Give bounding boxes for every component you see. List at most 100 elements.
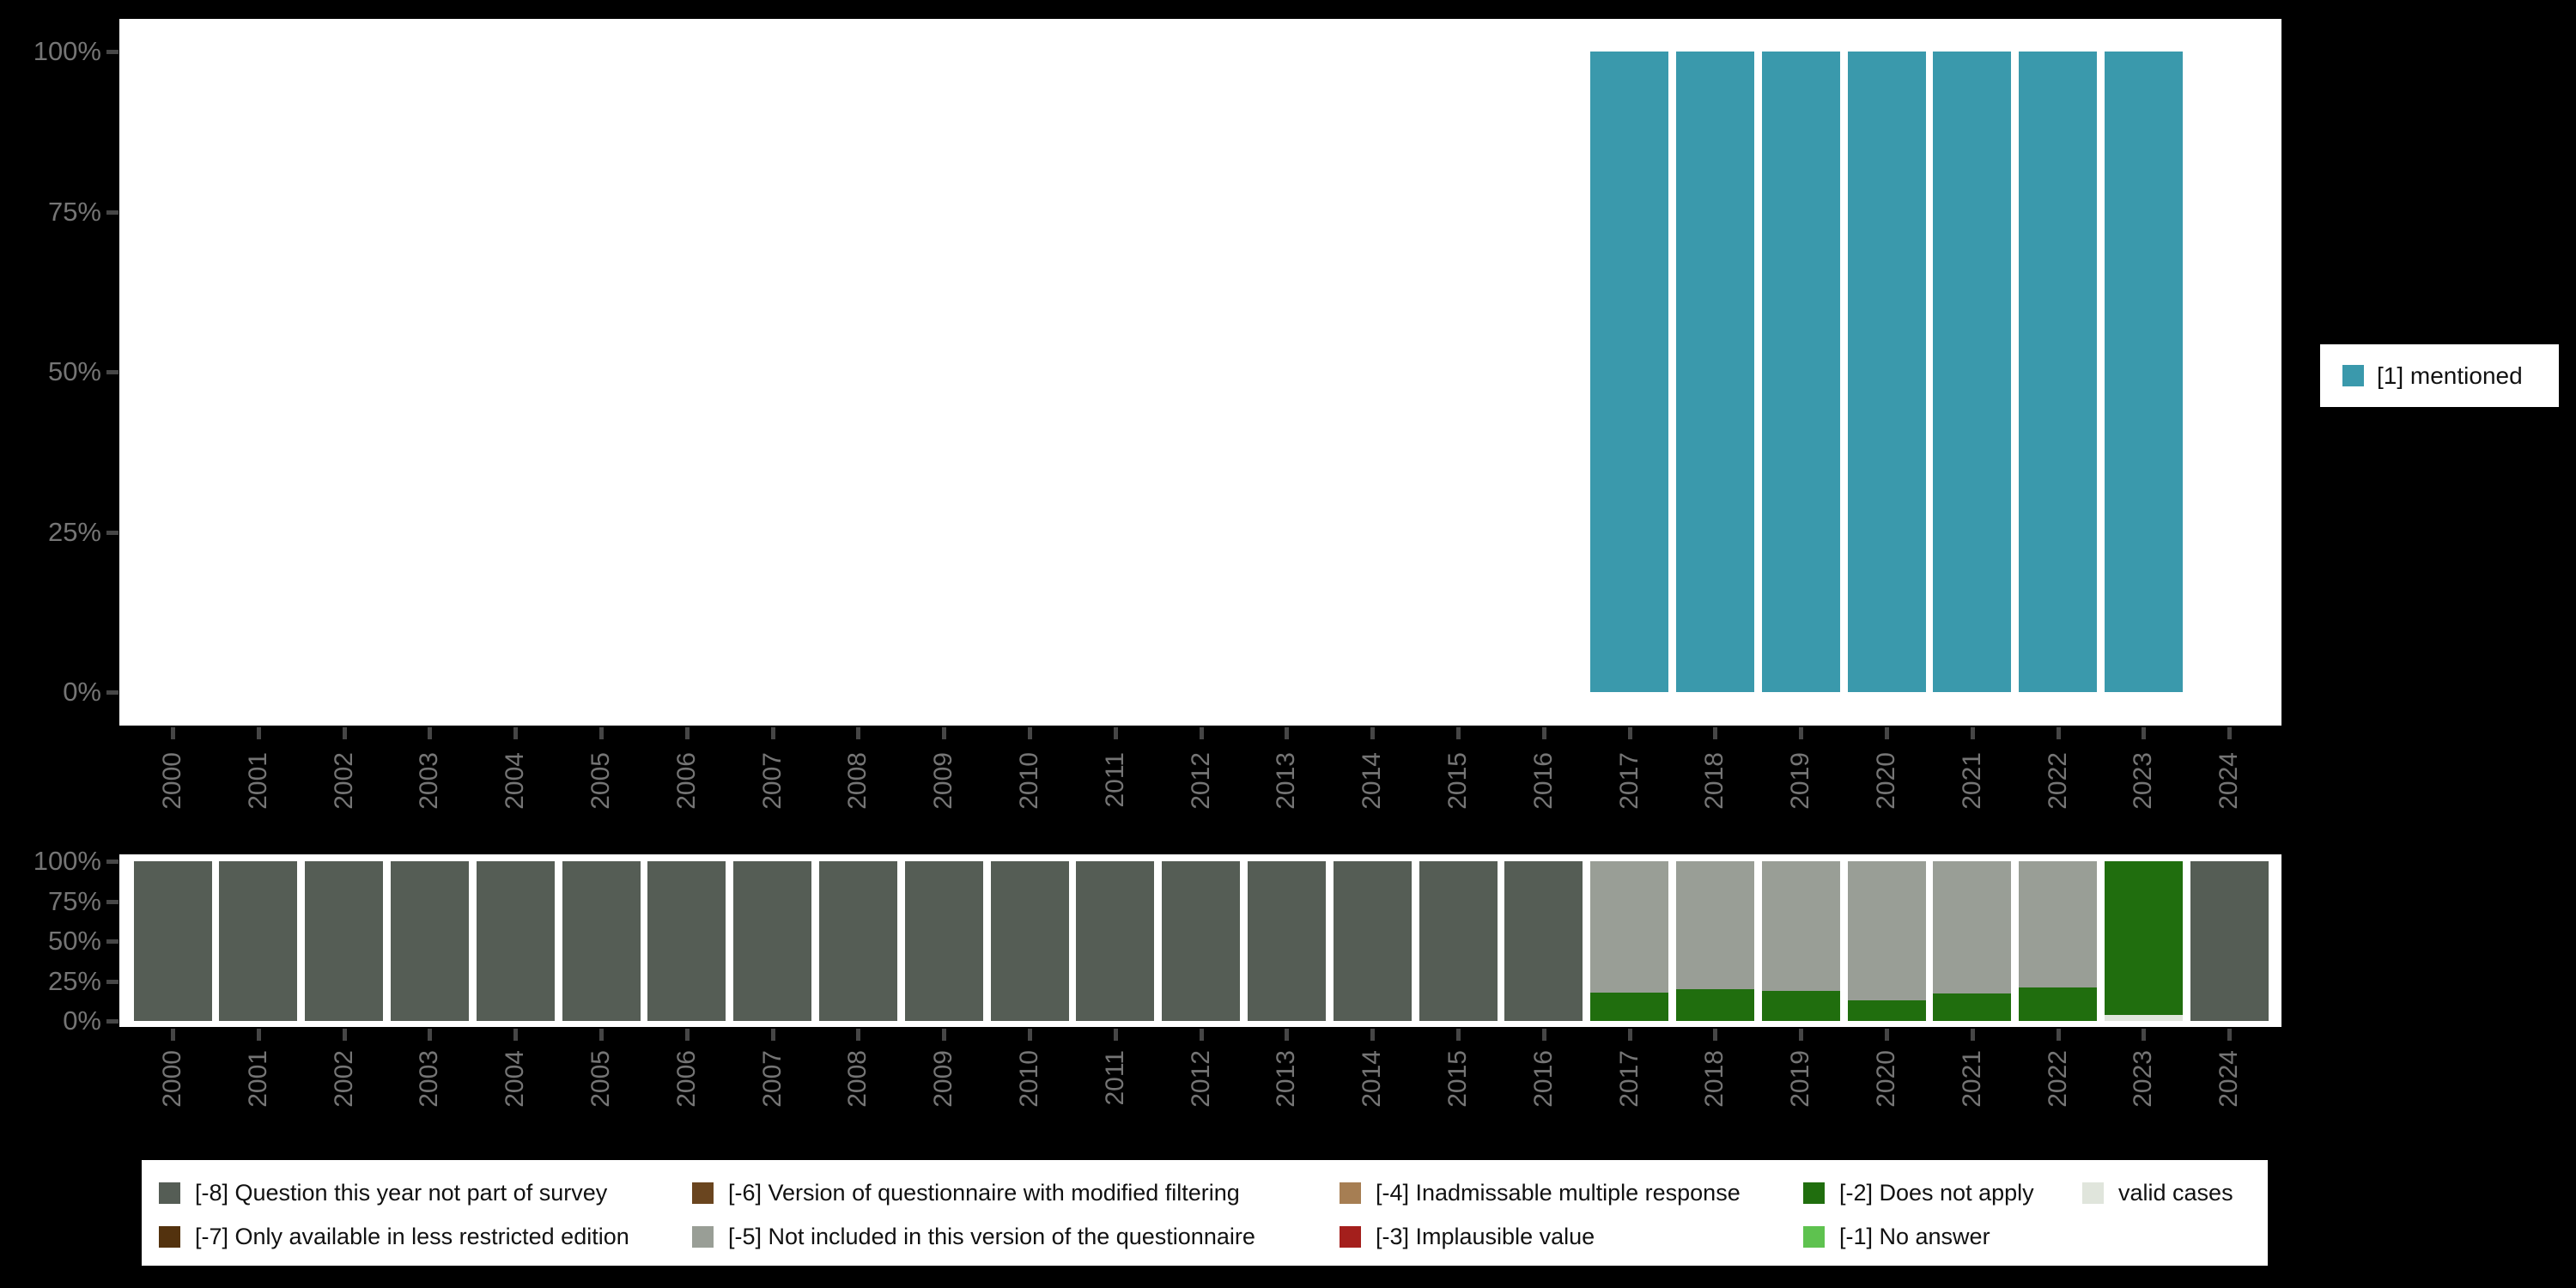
x-tick-label: 2007 (757, 752, 787, 810)
legend-swatch-icon--7 (159, 1226, 180, 1248)
x-tick-label: 2021 (1957, 752, 1986, 810)
x-tick (1199, 727, 1204, 739)
bar-2017 (1590, 52, 1669, 692)
x-tick (2142, 1029, 2147, 1041)
y-tick-label: 100% (33, 36, 101, 66)
segment-2019--5 (1761, 861, 1840, 991)
mentioned-legend-swatch-icon (2342, 365, 2364, 386)
legend-label--1: [-1] No answer (1839, 1224, 1990, 1249)
x-tick-label: 2024 (2215, 1050, 2244, 1108)
x-tick-label: 2017 (1614, 1050, 1643, 1108)
x-tick-label: 2005 (586, 1050, 615, 1108)
x-tick (856, 1029, 861, 1041)
segment-2009--8 (904, 861, 983, 1021)
x-tick-label: 2003 (415, 1050, 444, 1108)
x-tick (428, 1029, 433, 1041)
segment-2013--8 (1247, 861, 1326, 1021)
y-tick (106, 979, 118, 984)
legend-swatch-icon--2 (1803, 1182, 1825, 1204)
x-tick-label: 2009 (929, 752, 958, 810)
legend-swatch-icon-valid (2082, 1182, 2104, 1204)
right-legend-label: [1] mentioned (2377, 362, 2523, 389)
x-tick-label: 2014 (1358, 752, 1387, 810)
x-tick-label: 2023 (2129, 752, 2158, 810)
x-tick (599, 727, 604, 739)
x-tick (1627, 1029, 1632, 1041)
x-tick (1885, 1029, 1889, 1041)
bar-2020 (1847, 52, 1926, 692)
x-tick-label: 2019 (1786, 1050, 1815, 1108)
x-tick (1285, 1029, 1290, 1041)
x-tick-label: 2016 (1528, 1050, 1558, 1108)
x-tick-label: 2002 (329, 1050, 358, 1108)
x-tick (513, 1029, 519, 1041)
x-tick-label: 2020 (1872, 752, 1900, 810)
segment-2022--5 (2019, 861, 2098, 987)
x-tick (684, 727, 690, 739)
x-tick-label: 2015 (1443, 752, 1472, 810)
y-tick (106, 210, 118, 215)
legend-label--7: [-7] Only available in less restricted e… (195, 1224, 629, 1249)
bar-2021 (1933, 52, 2012, 692)
x-tick (1456, 1029, 1461, 1041)
x-tick (2056, 1029, 2061, 1041)
legend-label--6: [-6] Version of questionnaire with modif… (728, 1180, 1240, 1206)
x-tick (1113, 727, 1118, 739)
segment-2017--5 (1590, 861, 1669, 993)
x-tick-label: 2018 (1700, 1050, 1729, 1108)
x-tick (599, 1029, 604, 1041)
y-tick-label: 25% (47, 516, 101, 547)
x-tick (1970, 727, 1975, 739)
x-tick (513, 727, 519, 739)
x-tick-label: 2012 (1186, 1050, 1215, 1108)
segment-2001--8 (219, 861, 298, 1021)
segment-2021--2 (1933, 993, 2012, 1021)
segment-2004--8 (476, 861, 555, 1021)
x-tick-label: 2012 (1186, 752, 1215, 810)
legend-label-valid: valid cases (2118, 1180, 2233, 1206)
x-tick (942, 727, 947, 739)
legend-swatch-icon--4 (1340, 1182, 1361, 1204)
x-tick-label: 2018 (1700, 752, 1729, 810)
x-tick (256, 727, 261, 739)
segment-2019--2 (1761, 990, 1840, 1021)
y-tick-label: 75% (47, 885, 101, 916)
segment-2018--5 (1675, 861, 1754, 989)
x-tick-label: 2019 (1786, 752, 1815, 810)
y-tick-label: 100% (33, 846, 101, 876)
x-tick (256, 1029, 261, 1041)
x-tick (2056, 727, 2061, 739)
x-tick (1285, 727, 1290, 739)
x-tick (428, 727, 433, 739)
segment-2011--8 (1076, 861, 1155, 1021)
x-tick (171, 1029, 175, 1041)
bar-2019 (1761, 52, 1840, 692)
segment-2017--2 (1590, 992, 1669, 1021)
segment-2023-valid (2104, 1014, 2183, 1021)
x-tick-label: 2021 (1957, 1050, 1986, 1108)
x-tick (684, 1029, 690, 1041)
x-tick-label: 2017 (1614, 752, 1643, 810)
x-tick-label: 2013 (1272, 1050, 1301, 1108)
x-tick (1370, 1029, 1376, 1041)
x-tick (1541, 727, 1546, 739)
x-tick-label: 2020 (1872, 1050, 1900, 1108)
segment-2007--8 (733, 861, 812, 1021)
segment-2008--8 (818, 861, 897, 1021)
x-tick (1456, 727, 1461, 739)
x-tick-label: 2008 (843, 1050, 872, 1108)
segment-2005--8 (562, 861, 641, 1021)
y-tick-label: 0% (63, 1005, 101, 1036)
x-tick-label: 2010 (1015, 1050, 1043, 1108)
bar-2022 (2019, 52, 2098, 692)
x-tick-label: 2010 (1015, 752, 1043, 810)
segment-2020--5 (1847, 861, 1926, 1000)
x-tick (171, 727, 175, 739)
legend-swatch-icon--6 (692, 1182, 714, 1204)
x-tick-label: 2004 (501, 752, 530, 810)
x-tick (342, 727, 347, 739)
x-tick-label: 2022 (2043, 1050, 2072, 1108)
segment-2018--2 (1675, 988, 1754, 1021)
segment-2020--2 (1847, 999, 1926, 1021)
